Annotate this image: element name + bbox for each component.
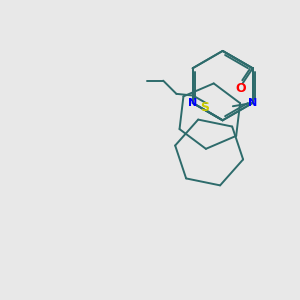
Text: S: S [200, 100, 209, 114]
Text: O: O [236, 82, 246, 94]
Text: N: N [188, 98, 197, 108]
Text: N: N [248, 98, 257, 108]
